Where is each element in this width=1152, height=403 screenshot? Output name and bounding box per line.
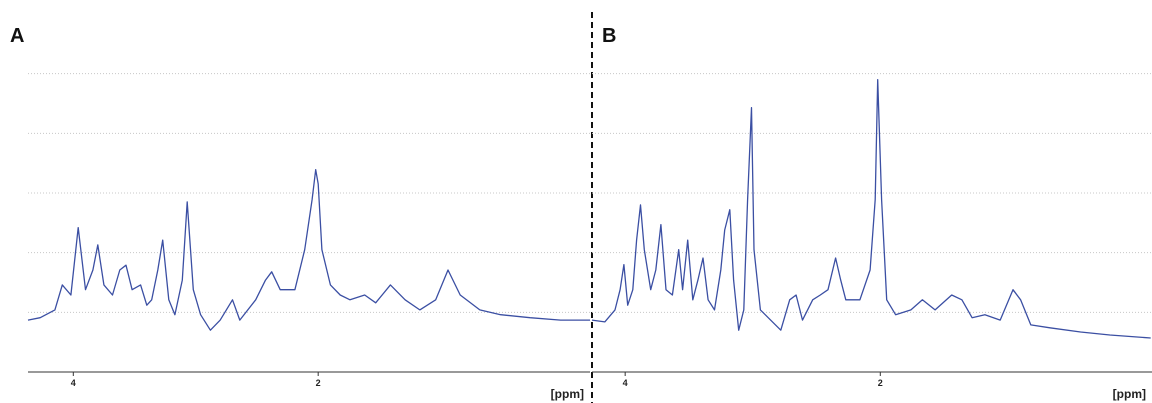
x-axis-label: [ppm] xyxy=(551,387,584,401)
panel-title: B xyxy=(602,25,616,47)
x-tick-label: 2 xyxy=(878,378,883,388)
x-tick-label: 2 xyxy=(316,378,321,388)
x-axis-label: [ppm] xyxy=(1113,387,1146,401)
panel-title: A xyxy=(10,25,24,47)
spectrum-line xyxy=(591,78,1151,339)
x-tick-label: 4 xyxy=(623,378,628,388)
x-tick-label: 4 xyxy=(71,378,76,388)
spectrum-line xyxy=(27,169,590,331)
